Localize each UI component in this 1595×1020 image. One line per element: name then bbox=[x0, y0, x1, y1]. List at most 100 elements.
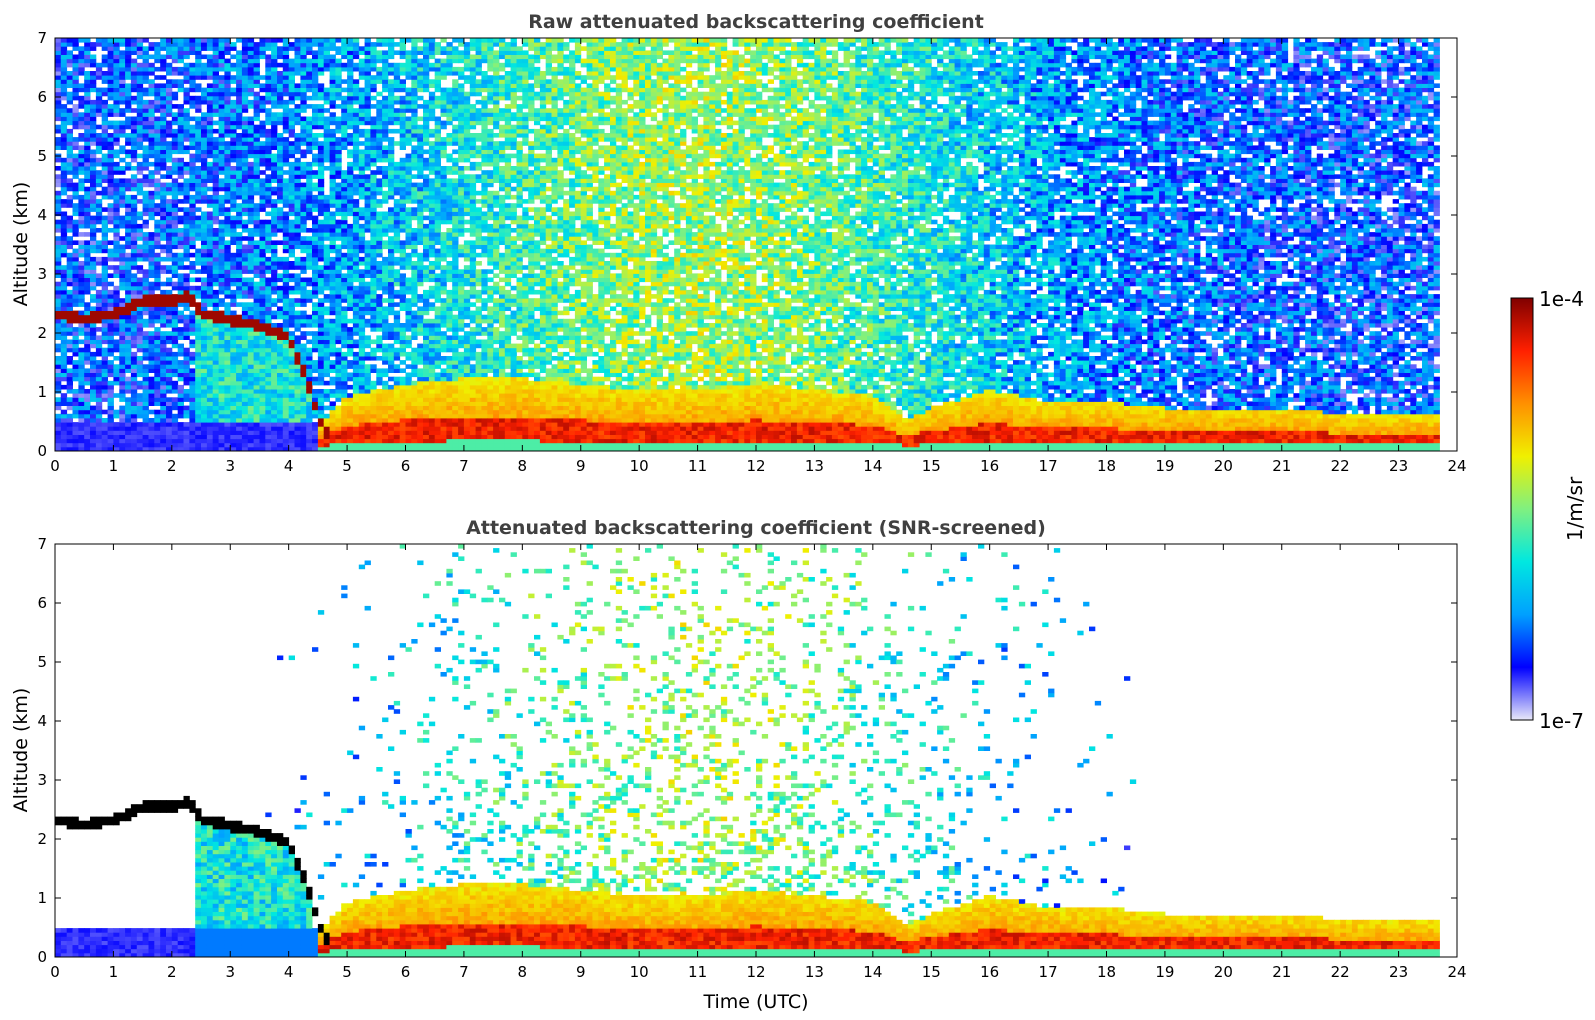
heatmap-cell bbox=[323, 285, 330, 291]
heatmap-cell bbox=[119, 360, 126, 365]
heatmap-cell bbox=[277, 343, 284, 349]
heatmap-cell bbox=[212, 273, 219, 278]
heatmap-cell bbox=[189, 87, 196, 93]
heatmap-cell bbox=[78, 71, 85, 76]
heatmap-cell bbox=[183, 405, 190, 411]
heatmap-cell bbox=[224, 95, 231, 101]
heatmap-cell bbox=[154, 91, 161, 97]
heatmap-cell bbox=[95, 360, 103, 365]
heatmap-cell bbox=[352, 426, 360, 431]
heatmap-cell bbox=[288, 91, 295, 97]
heatmap-cell bbox=[160, 174, 167, 179]
heatmap-cell bbox=[212, 91, 219, 97]
heatmap-cell bbox=[335, 306, 342, 311]
heatmap-cell bbox=[288, 153, 295, 159]
heatmap-cell bbox=[212, 108, 219, 113]
heatmap-cell bbox=[107, 294, 114, 299]
heatmap-cell bbox=[323, 351, 330, 357]
heatmap-cell bbox=[177, 252, 184, 258]
heatmap-cell bbox=[160, 194, 167, 200]
heatmap-cell bbox=[107, 46, 114, 51]
heatmap-cell bbox=[288, 389, 295, 394]
heatmap-cell bbox=[323, 318, 330, 324]
heatmap-cell bbox=[171, 368, 179, 373]
heatmap-cell bbox=[282, 422, 290, 427]
heatmap-cell bbox=[376, 149, 383, 155]
heatmap-cell bbox=[119, 273, 126, 278]
heatmap-cell bbox=[90, 215, 97, 221]
heatmap-cell bbox=[160, 141, 167, 146]
heatmap-cell bbox=[224, 356, 231, 361]
heatmap-cell bbox=[347, 170, 354, 175]
heatmap-cell bbox=[107, 54, 114, 60]
heatmap-cell bbox=[166, 298, 173, 303]
heatmap-cell bbox=[212, 174, 219, 179]
heatmap-cell bbox=[201, 314, 208, 320]
heatmap-cell bbox=[218, 376, 225, 382]
heatmap-cell bbox=[352, 38, 360, 43]
heatmap-cell bbox=[72, 141, 79, 146]
heatmap-cell bbox=[347, 91, 354, 97]
heatmap-cell bbox=[160, 42, 167, 47]
heatmap-cell bbox=[142, 434, 149, 440]
heatmap-cell bbox=[282, 285, 290, 291]
heatmap-cell bbox=[183, 446, 190, 451]
heatmap-cell bbox=[294, 277, 301, 283]
heatmap-cell bbox=[352, 430, 360, 435]
heatmap-cell bbox=[142, 310, 149, 316]
heatmap-cell bbox=[218, 331, 225, 336]
heatmap-cell bbox=[253, 426, 260, 431]
heatmap-cell bbox=[142, 133, 149, 138]
heatmap-cell bbox=[78, 116, 85, 122]
heatmap-cell bbox=[335, 277, 342, 283]
heatmap-cell bbox=[119, 339, 126, 345]
heatmap-cell bbox=[113, 376, 120, 382]
heatmap-cell bbox=[148, 438, 155, 444]
heatmap-cell bbox=[382, 327, 389, 332]
heatmap-cell bbox=[241, 38, 249, 43]
heatmap-cell bbox=[206, 153, 214, 159]
heatmap-cell bbox=[224, 232, 231, 237]
heatmap-cell bbox=[277, 347, 284, 353]
heatmap-cell bbox=[154, 46, 161, 51]
heatmap-cell bbox=[230, 384, 237, 390]
heatmap-cell bbox=[364, 409, 371, 415]
heatmap-cell bbox=[253, 384, 260, 390]
heatmap-cell bbox=[271, 277, 278, 283]
heatmap-cell bbox=[189, 413, 196, 419]
heatmap-cell bbox=[160, 228, 167, 233]
heatmap-cell bbox=[312, 199, 319, 204]
heatmap-cell bbox=[241, 446, 249, 451]
heatmap-cell bbox=[166, 228, 173, 233]
heatmap-cell bbox=[177, 351, 184, 357]
heatmap-cell bbox=[224, 240, 231, 245]
heatmap-cell bbox=[352, 141, 360, 146]
heatmap-cell bbox=[376, 240, 383, 245]
heatmap-cell bbox=[148, 145, 155, 150]
heatmap-cell bbox=[78, 124, 85, 130]
heatmap-cell bbox=[224, 215, 231, 221]
heatmap-cell bbox=[218, 418, 225, 423]
heatmap-cell bbox=[358, 343, 366, 349]
heatmap-cell bbox=[335, 331, 342, 336]
heatmap-cell bbox=[130, 207, 138, 212]
heatmap-cell bbox=[364, 99, 371, 105]
heatmap-cell bbox=[265, 434, 272, 440]
heatmap-cell bbox=[212, 236, 219, 241]
heatmap-cell bbox=[125, 66, 132, 72]
heatmap-cell bbox=[341, 360, 348, 365]
heatmap-cell bbox=[55, 298, 62, 303]
heatmap-cell bbox=[265, 182, 272, 188]
heatmap-cell bbox=[195, 335, 202, 340]
heatmap-cell bbox=[218, 194, 225, 200]
heatmap-cell bbox=[90, 430, 97, 435]
heatmap-cell bbox=[282, 178, 290, 183]
heatmap-cell bbox=[306, 397, 313, 402]
heatmap-cell bbox=[78, 285, 85, 291]
heatmap-cell bbox=[364, 372, 371, 378]
heatmap-cell bbox=[341, 232, 348, 237]
heatmap-cell bbox=[60, 87, 68, 93]
heatmap-cell bbox=[171, 46, 179, 51]
heatmap-cell bbox=[300, 174, 307, 179]
heatmap-cell bbox=[271, 178, 278, 183]
